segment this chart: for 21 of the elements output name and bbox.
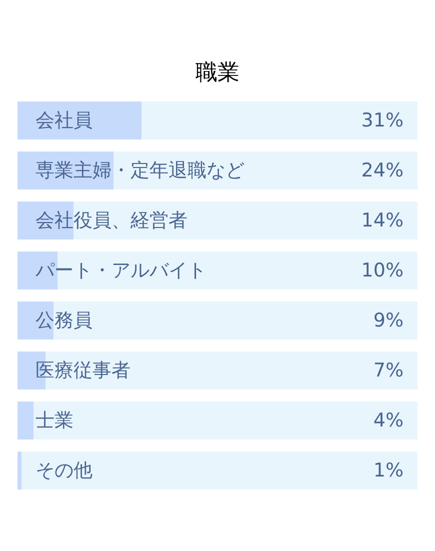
y-tick-label: 専業主婦・定年退職など bbox=[36, 160, 244, 182]
bar bbox=[18, 252, 58, 290]
bar bbox=[18, 402, 34, 440]
y-tick-label: パート・アルバイト bbox=[34, 260, 206, 282]
y-tick-label: 公務員 bbox=[36, 310, 92, 332]
bar bbox=[18, 452, 22, 490]
data-label: 4% bbox=[373, 410, 404, 432]
data-label: 7% bbox=[373, 360, 404, 382]
data-label: 9% bbox=[373, 310, 404, 332]
y-tick-label: 会社役員、経営者 bbox=[36, 210, 188, 232]
data-label: 10% bbox=[361, 260, 404, 282]
y-tick-label: 医療従事者 bbox=[36, 360, 130, 382]
bar bbox=[18, 302, 54, 340]
data-label: 14% bbox=[361, 210, 404, 232]
y-tick-label: 士業 bbox=[36, 410, 74, 432]
y-tick-label: 会社員 bbox=[36, 110, 92, 132]
y-tick-label: その他 bbox=[36, 460, 92, 482]
data-label: 31% bbox=[361, 110, 404, 132]
chart-title: 職業 bbox=[196, 60, 240, 86]
data-label: 24% bbox=[361, 160, 404, 182]
data-label: 1% bbox=[373, 460, 404, 482]
